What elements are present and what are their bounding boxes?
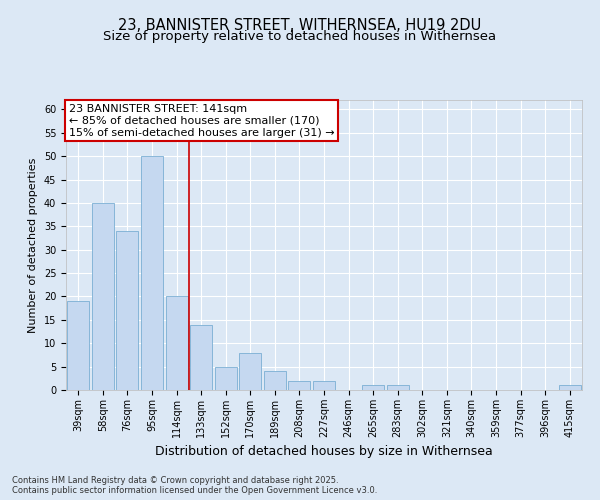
Bar [362, 386, 384, 390]
Text: 23 BANNISTER STREET: 141sqm
← 85% of detached houses are smaller (170)
15% of se: 23 BANNISTER STREET: 141sqm ← 85% of det… [68, 104, 334, 138]
Bar [141, 156, 163, 390]
Text: 23, BANNISTER STREET, WITHERNSEA, HU19 2DU: 23, BANNISTER STREET, WITHERNSEA, HU19 2… [118, 18, 482, 32]
Y-axis label: Number of detached properties: Number of detached properties [28, 158, 38, 332]
Bar [166, 296, 188, 390]
Bar [116, 231, 139, 390]
Text: Size of property relative to detached houses in Withernsea: Size of property relative to detached ho… [103, 30, 497, 43]
Bar [215, 366, 237, 390]
Text: Contains HM Land Registry data © Crown copyright and database right 2025.
Contai: Contains HM Land Registry data © Crown c… [12, 476, 377, 495]
Bar [67, 301, 89, 390]
Bar [386, 386, 409, 390]
X-axis label: Distribution of detached houses by size in Withernsea: Distribution of detached houses by size … [155, 446, 493, 458]
Bar [313, 380, 335, 390]
Bar [239, 352, 262, 390]
Bar [559, 386, 581, 390]
Bar [264, 372, 286, 390]
Bar [289, 380, 310, 390]
Bar [92, 203, 114, 390]
Bar [190, 324, 212, 390]
